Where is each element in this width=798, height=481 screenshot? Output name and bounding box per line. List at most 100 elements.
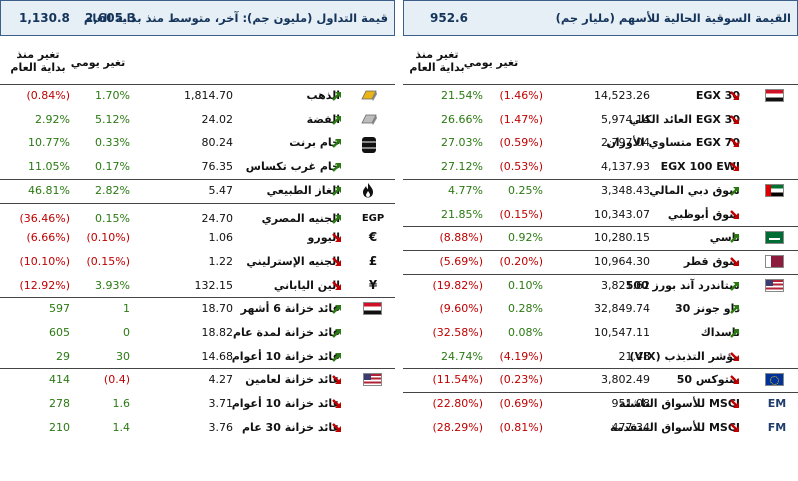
- asset-row: 10.77% 0.33% 80.24 خام برنت: [0, 131, 395, 154]
- index-row: 27.03% (0.59%) 2,797.04 EGX 70 متساوي الأوز…: [403, 131, 798, 154]
- arrow-up-icon: [330, 89, 344, 103]
- arrow-down-icon: [330, 421, 344, 435]
- arrow-up-icon: [728, 326, 742, 340]
- col-daily-header: تغير يومي: [463, 56, 519, 69]
- asset-row: 46.81% 2.82% 5.47 الغاز الطبيعي: [0, 179, 395, 202]
- col-ytd-header: تغير منذ بداية العام: [10, 48, 66, 74]
- ytd-change: 11.05%: [28, 160, 70, 174]
- index-row: 21.54% (1.46%) 14,523.26 EGX 30: [403, 84, 798, 107]
- last-value: 24.02: [201, 112, 234, 126]
- saudi-flag-icon: [765, 231, 784, 245]
- index-row: 26.66% (1.47%) 5,974.14 EGX 30 العائد الكلي: [403, 108, 798, 131]
- asset-row: (36.46%) 0.15% 24.70 الجنيه المصري EGP: [0, 207, 395, 230]
- last-value: 14,523.26: [594, 89, 650, 102]
- arrow-down-icon: [728, 350, 742, 364]
- row-separator: [0, 368, 395, 370]
- daily-change: (0.81%): [499, 420, 543, 434]
- row-separator: [403, 273, 798, 275]
- qatar-flag-icon: [765, 254, 784, 268]
- daily-change: 0.92%: [508, 231, 543, 245]
- asset-row: (6.66%) (0.10%) 1.06 اليورو €: [0, 226, 395, 249]
- daily-change: (0.53%): [499, 160, 543, 174]
- asset-row: 278 1.6 3.71 عائد خزانة 10 أعوام: [0, 392, 395, 415]
- ytd-change: 46.81%: [28, 183, 70, 197]
- daily-change: (1.46%): [499, 89, 543, 102]
- last-value: 4.27: [208, 373, 234, 387]
- daily-change: 1.6: [112, 397, 131, 411]
- flame-icon: [362, 182, 374, 201]
- daily-change: (0.15%): [499, 207, 543, 221]
- last-value: 76.35: [201, 160, 234, 174]
- instrument-name: EGX 70 متساوي الأوزان: [606, 136, 740, 150]
- daily-change: 0.08%: [508, 326, 543, 339]
- daily-change: 0: [123, 326, 130, 339]
- daily-change: 3.93%: [95, 278, 130, 292]
- arrow-down-icon: [728, 113, 742, 127]
- daily-change: 0.10%: [508, 278, 543, 292]
- trading-value-titlebar: قيمة التداول (مليون جم): آخر، متوسط منذ …: [0, 0, 395, 36]
- arrow-up-icon: [330, 160, 344, 174]
- daily-change: 0.17%: [95, 160, 130, 174]
- indices-header: تغير يومي تغير منذ بداية العام: [403, 36, 798, 84]
- row-separator: [403, 226, 798, 228]
- daily-change: (4.19%): [499, 349, 543, 363]
- arrow-down-icon: [728, 136, 742, 150]
- row-separator: [0, 84, 395, 85]
- ytd-change: 27.12%: [441, 160, 483, 174]
- ytd-change: (6.66%): [26, 231, 70, 245]
- ytd-change: 29: [56, 349, 70, 363]
- instrument-name: الذهب: [306, 89, 340, 102]
- silver-bar-icon: [360, 112, 378, 129]
- egypt-flag-icon: [765, 89, 784, 102]
- asset-row: (10.10%) (0.15%) 1.22 الجنيه الإسترليني £: [0, 250, 395, 273]
- arrow-down-icon: [330, 255, 344, 269]
- arrow-up-icon: [330, 113, 344, 127]
- commodities-header: تغير يومي تغير منذ بداية العام: [0, 36, 395, 84]
- index-row: 4.77% 0.25% 3,348.43 سوق دبي المالي: [403, 179, 798, 202]
- ytd-change: (36.46%): [19, 211, 70, 225]
- instrument-name: سوق دبي المالي: [649, 183, 740, 197]
- ytd-change: (5.69%): [439, 254, 483, 268]
- market-cap-titlebar: القيمة السوقية الحالية للأسهم (مليار جم)…: [403, 0, 798, 36]
- last-value: 1.06: [208, 231, 234, 245]
- daily-change: (0.4): [103, 373, 130, 387]
- daily-change: (0.69%): [499, 397, 543, 411]
- last-value: 1,814.70: [184, 89, 233, 102]
- instrument-name: الفضة: [306, 112, 340, 126]
- arrow-down-icon: [330, 397, 344, 411]
- asset-row: (12.92%) 3.93% 132.15 الين الياباني ¥: [0, 274, 395, 297]
- uae-flag-icon: [765, 183, 784, 197]
- eu-flag-icon: [765, 373, 784, 387]
- arrow-up-icon: [330, 212, 344, 226]
- last-value: 951.08: [611, 397, 651, 411]
- last-value: 18.82: [201, 326, 234, 339]
- row-separator: [403, 178, 798, 180]
- daily-change: (0.59%): [499, 136, 543, 150]
- market-cap-value: 952.6: [430, 11, 468, 25]
- daily-change: 30: [116, 349, 130, 363]
- daily-change: (1.47%): [499, 112, 543, 126]
- arrow-down-icon: [728, 397, 742, 411]
- arrow-up-icon: [728, 302, 742, 316]
- ytd-change: 24.74%: [441, 349, 483, 363]
- index-row: (19.82%) 0.10% 3,821.62 ستاندرد آند بورز 50…: [403, 274, 798, 297]
- arrow-down-icon: [330, 373, 344, 387]
- daily-change: (0.10%): [86, 231, 130, 245]
- arrow-up-icon: [728, 279, 742, 293]
- arrow-up-icon: [330, 350, 344, 364]
- row-separator: [403, 392, 798, 394]
- last-value: 24.70: [201, 211, 234, 225]
- market-indices-panel: القيمة السوقية الحالية للأسهم (مليار جم)…: [403, 0, 798, 481]
- instrument-name: الغاز الطبيعي: [266, 183, 340, 197]
- usa-flag-icon: [363, 373, 382, 387]
- last-value: 21.48: [618, 349, 651, 363]
- instrument-name: ستوكس 50: [676, 373, 740, 387]
- instrument-name: تاسي: [709, 231, 740, 245]
- daily-change: 0.33%: [95, 136, 130, 150]
- ytd-change: 10.77%: [28, 136, 70, 150]
- daily-change: 1.70%: [95, 89, 130, 102]
- arrow-up-icon: [728, 184, 742, 198]
- last-value: 10,964.30: [594, 254, 650, 268]
- arrow-down-icon: [728, 160, 742, 174]
- last-value: 80.24: [201, 136, 234, 150]
